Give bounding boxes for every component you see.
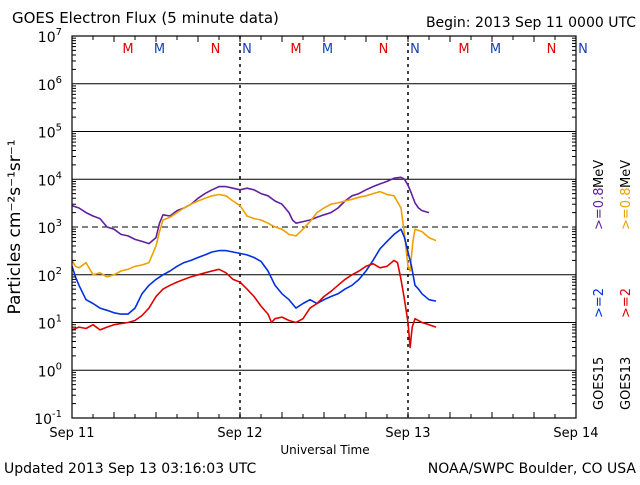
y-axis-label: Particles cm⁻²s⁻¹sr⁻¹	[5, 139, 25, 314]
marker-n: N	[379, 42, 389, 57]
legend-goes13: GOES13	[619, 357, 634, 410]
marker-n: N	[547, 42, 557, 57]
marker-m: M	[458, 42, 469, 57]
x-axis-label: Universal Time	[280, 443, 369, 457]
legend-gt2-goes15: >=2	[592, 288, 607, 318]
x-axis-ticks: Sep 11 Sep 12 Sep 13 Sep 14	[49, 36, 599, 441]
legend-mev-goes13: MeV	[619, 160, 634, 188]
credit-label: NOAA/SWPC Boulder, CO USA	[428, 461, 637, 477]
marker-m: M	[290, 42, 301, 57]
marker-n: N	[410, 42, 420, 57]
series-line-orange	[72, 190, 437, 278]
legend-gt2-goes13: >=2	[619, 288, 634, 318]
marker-n: N	[211, 42, 221, 57]
series-line-red	[72, 259, 437, 349]
legend: GOES15 GOES13 >=2 >=2 >=0.8 >=0.8 MeV Me…	[592, 160, 634, 410]
updated-label: Updated 2013 Sep 13 03:16:03 UTC	[4, 461, 257, 477]
series-line-purple	[72, 176, 430, 245]
grid-lines	[72, 36, 576, 418]
marker-n: N	[578, 42, 588, 57]
x-tick-label: Sep 13	[385, 426, 430, 441]
marker-m: M	[322, 42, 333, 57]
data-series	[72, 176, 437, 349]
legend-gt08-goes15: >=0.8	[592, 188, 607, 230]
legend-mev-goes15: MeV	[592, 160, 607, 188]
marker-n: N	[242, 42, 252, 57]
legend-gt08-goes13: >=0.8	[619, 188, 634, 230]
chart-title: GOES Electron Flux (5 minute data)	[12, 9, 279, 27]
marker-m: M	[122, 42, 133, 57]
x-tick-label: Sep 14	[553, 426, 598, 441]
x-tick-label: Sep 12	[217, 426, 262, 441]
marker-m: M	[490, 42, 501, 57]
marker-m: M	[154, 42, 165, 57]
x-tick-label: Sep 11	[49, 426, 94, 441]
series-line-blue	[72, 228, 437, 315]
begin-label: Begin: 2013 Sep 11 0000 UTC	[426, 15, 636, 31]
legend-goes15: GOES15	[592, 357, 607, 410]
